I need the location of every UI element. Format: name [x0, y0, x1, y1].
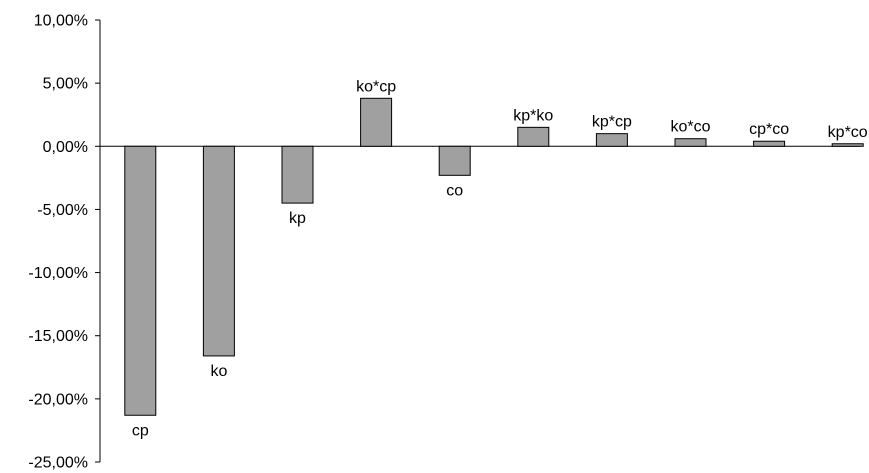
y-axis: 10,00% 5,00% 0,00% -5,00% -10,00% -15,00% -20,…	[28, 13, 860, 472]
y-tick-label: -15,00%	[28, 328, 88, 345]
y-tick-label: -25,00%	[28, 455, 88, 472]
bars	[124, 97, 864, 416]
y-tick-label: 0,00%	[43, 139, 88, 156]
y-tick-label: -20,00%	[28, 391, 88, 408]
bar-kp*co	[831, 143, 864, 147]
bar-kp*cp	[595, 133, 628, 147]
bar-label-kp*cp: kp*cp	[592, 114, 632, 131]
bar-label-ko: ko	[210, 363, 227, 380]
bar-label-ko*co: ko*co	[670, 119, 710, 136]
bar-label-co: co	[446, 182, 463, 199]
bar-label-kp*ko: kp*ko	[513, 107, 553, 124]
bar-cp*co	[753, 140, 786, 147]
bar-ko*cp	[360, 97, 393, 147]
bar-label-kp: kp	[289, 210, 306, 227]
bar-co	[438, 145, 471, 176]
bar-labels: cp ko kp ko*cp co kp*ko kp*cp ko*co cp*co kp*co	[132, 78, 868, 439]
bar-ko	[202, 145, 235, 357]
bar-label-cp*co: cp*co	[749, 121, 789, 138]
y-tick-label: 5,00%	[43, 76, 88, 93]
bar-label-cp: cp	[132, 422, 149, 439]
y-tick-label: 10,00%	[34, 13, 88, 30]
y-tick-label: -10,00%	[28, 265, 88, 282]
bar-ko*co	[674, 138, 707, 147]
bar-kp	[281, 145, 314, 204]
bar-label-kp*co: kp*co	[828, 124, 868, 141]
bar-cp	[124, 145, 157, 416]
bar-kp*ko	[517, 126, 550, 147]
y-tick-label: -5,00%	[37, 202, 88, 219]
bar-label-ko*cp: ko*cp	[356, 78, 396, 95]
